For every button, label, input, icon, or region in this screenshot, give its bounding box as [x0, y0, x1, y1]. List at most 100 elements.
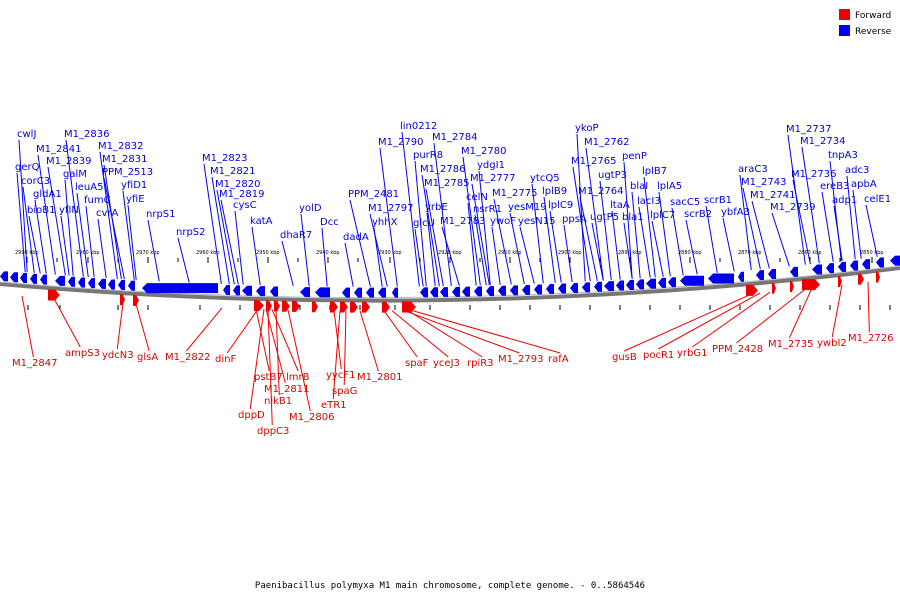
map-caption: Paenibacillus polymyxa M1 main chromosom…	[255, 581, 645, 591]
reverse-label-leader	[60, 215, 70, 276]
reverse-gene-arrow	[78, 277, 85, 288]
reverse-gene-arrow	[342, 287, 350, 298]
reverse-gene-label: M1_2743	[741, 177, 786, 188]
forward-gene-arrow	[312, 301, 318, 313]
legend-forward-label: Forward	[855, 11, 891, 21]
forward-label-leader	[383, 310, 418, 358]
forward-gene-arrow	[838, 276, 842, 288]
scale-tick-label: 2870 kbp	[738, 250, 762, 256]
forward-label-leader	[867, 281, 870, 333]
reverse-label-leader	[433, 142, 452, 287]
scale-tick-label: 2910 kbp	[498, 250, 522, 256]
reverse-gene-label: bioB1	[27, 205, 55, 216]
forward-label-leader	[116, 303, 124, 350]
reverse-label-leader	[379, 147, 398, 287]
reverse-gene-arrow	[88, 278, 95, 289]
chromosome-backbone-highlight	[0, 265, 900, 299]
reverse-gene-label: M1_2820	[215, 179, 260, 190]
reverse-gene-arrow	[486, 286, 494, 297]
forward-gene-label: spaF	[405, 358, 429, 369]
forward-gene-arrow	[772, 282, 776, 294]
forward-label-leader	[265, 309, 286, 384]
forward-gene-arrow	[876, 271, 880, 283]
forward-gene-label: ywbI2	[817, 338, 847, 349]
scale-tick-label: 2890 kbp	[618, 250, 642, 256]
reverse-gene-arrow	[223, 285, 230, 296]
chromosome-backbone	[0, 266, 900, 303]
reverse-gene-arrow	[680, 275, 704, 286]
reverse-gene-label: yesM19	[508, 202, 547, 213]
reverse-gene-arrow	[616, 280, 624, 291]
forward-gene-label: ydcN3	[102, 350, 134, 361]
reverse-label-leader	[426, 212, 436, 287]
reverse-label-leader	[251, 226, 261, 286]
scale-tick-label: 2940 kbp	[316, 250, 340, 256]
forward-gene-label: PPM_2428	[712, 344, 763, 355]
forward-label-leader	[275, 309, 280, 396]
scale-tick-label: 2900 kbp	[558, 250, 582, 256]
legend: Forward Reverse	[839, 9, 892, 37]
scale-tick-label: 2950 kbp	[256, 250, 280, 256]
reverse-gene-label: ytcQ5	[530, 173, 560, 184]
reverse-gene-label: cwlJ	[17, 129, 36, 140]
reverse-label-leader	[147, 219, 160, 282]
reverse-gene-arrow	[378, 287, 386, 298]
reverse-gene-arrow	[0, 271, 8, 282]
reverse-label-leader	[509, 212, 525, 285]
reverse-label-leader	[549, 210, 562, 283]
forward-gene-arrow	[133, 294, 139, 306]
reverse-gene-label: M1_2741	[750, 190, 795, 201]
reverse-gene-label: fumC	[84, 195, 111, 206]
reverse-label-leader	[462, 156, 481, 286]
reverse-gene-label: yfIN	[59, 205, 79, 216]
forward-label-leader	[135, 303, 150, 352]
reverse-label-leader	[127, 204, 137, 280]
reverse-gene-label: M1_2836	[64, 129, 109, 140]
reverse-gene-label: M1_2784	[432, 132, 477, 143]
reverse-label-leader	[401, 131, 420, 287]
forward-label-leader	[267, 309, 273, 426]
reverse-gene-label: apbA	[851, 179, 877, 190]
reverse-gene-arrow	[876, 257, 884, 268]
reverse-label-leader	[792, 179, 811, 265]
reverse-gene-arrow	[474, 286, 482, 297]
forward-gene-label: dinF	[215, 354, 236, 365]
legend-reverse-label: Reverse	[855, 27, 892, 37]
forward-gene-label: M1_2822	[165, 352, 210, 363]
reverse-label-leader	[425, 188, 444, 287]
reverse-gene-arrow	[582, 282, 590, 293]
forward-label-leader	[411, 310, 561, 354]
reverse-gene-arrow	[668, 277, 676, 288]
forward-label-leader	[332, 310, 341, 400]
reverse-gene-label: purR8	[413, 150, 443, 161]
forward-label-leader	[691, 291, 771, 348]
reverse-label-leader	[321, 227, 328, 287]
reverse-gene-arrow	[826, 263, 834, 274]
reverse-label-leader	[638, 206, 651, 278]
reverse-label-leader	[742, 187, 761, 270]
reverse-gene-label: tnpA3	[828, 150, 858, 161]
scale-tick-label: 2850 kbp	[860, 250, 884, 256]
forward-gene-arrow	[330, 301, 338, 313]
reverse-label-leader	[631, 191, 641, 279]
reverse-label-leader	[611, 210, 621, 280]
reverse-gene-arrow	[108, 279, 115, 290]
forward-label-leader	[226, 308, 259, 354]
reverse-gene-arrow	[534, 284, 542, 295]
reverse-gene-arrow	[768, 268, 776, 279]
reverse-gene-arrow	[440, 287, 448, 298]
reverse-label-leader	[801, 146, 820, 264]
forward-label-leader	[407, 310, 483, 358]
reverse-label-leader	[846, 175, 856, 260]
reverse-label-leader	[623, 161, 633, 279]
reverse-label-leader	[739, 174, 752, 270]
reverse-gene-arrow	[812, 264, 822, 275]
forward-gene-label: spaG	[332, 386, 357, 397]
reverse-gene-label: glcU	[413, 218, 435, 229]
reverse-label-leader	[623, 222, 633, 279]
reverse-gene-arrow	[354, 287, 362, 298]
reverse-gene-arrow	[636, 279, 644, 290]
reverse-label-leader	[751, 200, 770, 269]
